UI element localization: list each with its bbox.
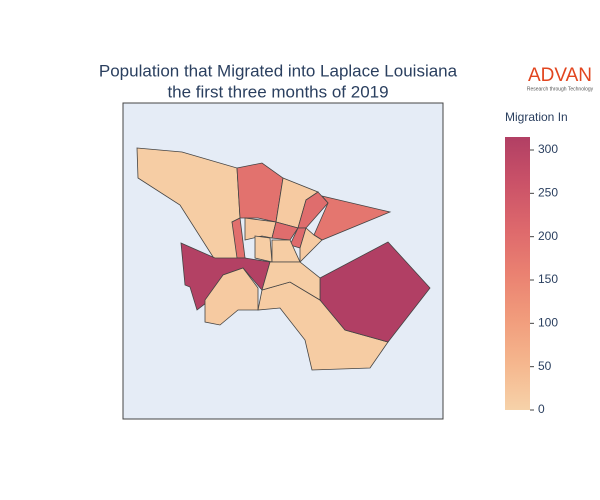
region [254,235,273,263]
region [299,227,323,263]
region [261,261,321,301]
regions [136,147,431,371]
logo-tagline: Research through Technology [527,86,594,92]
colorbar-tick-label: 300 [538,142,558,156]
chart-title: Population that Migrated into Laplace Lo… [99,61,458,80]
chart-title: the first three months of 2019 [167,82,388,101]
region [297,191,329,229]
colorbar-tick-label: 50 [538,359,552,373]
colorbar-tick-label: 250 [538,186,558,200]
colorbar-tick-label: 200 [538,229,558,243]
colorbar [505,137,530,410]
region [204,267,259,326]
region [244,217,277,241]
logo: ADVAN [528,65,592,86]
colorbar-title: Migration In [505,110,568,124]
colorbar-tick-label: 0 [538,402,545,416]
colorbar-tick-label: 100 [538,316,558,330]
colorbar-tick-label: 150 [538,272,558,286]
